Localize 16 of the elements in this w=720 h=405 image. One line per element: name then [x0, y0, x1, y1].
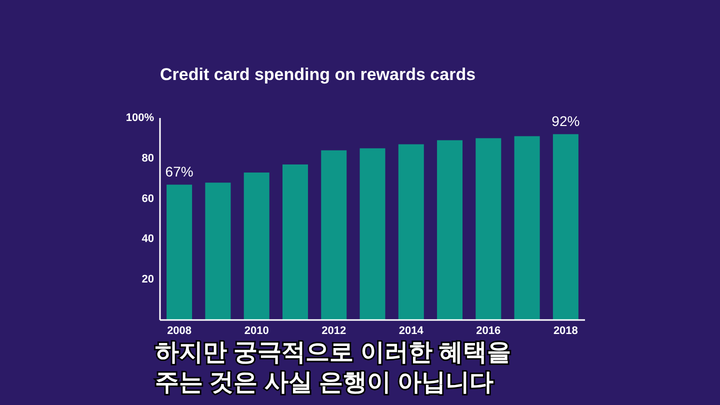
text: 하지만 궁극적으로 이러한 혜택을 — [155, 339, 512, 366]
data-label: 67% — [165, 164, 194, 180]
y-tick-label: 60 — [142, 192, 154, 205]
chart-title: Credit card spending on rewards cards — [160, 65, 476, 84]
x-tick-label: 2008 — [167, 325, 192, 337]
text: 주는 것은 사실 은행이 아닙니다 — [155, 369, 494, 396]
data-label: 92% — [552, 113, 580, 130]
y-tick-label: 80 — [142, 152, 154, 164]
y-tick-label: 40 — [142, 233, 154, 246]
x-tick-label: 2018 — [553, 325, 578, 337]
y-tick-label: 20 — [142, 274, 154, 286]
x-tick-label: 2012 — [322, 325, 346, 337]
x-tick-label: 2010 — [244, 325, 269, 337]
x-tick-label: 2014 — [398, 325, 424, 337]
x-tick-label: 2016 — [476, 325, 501, 337]
y-tick-label: 100% — [126, 112, 154, 124]
